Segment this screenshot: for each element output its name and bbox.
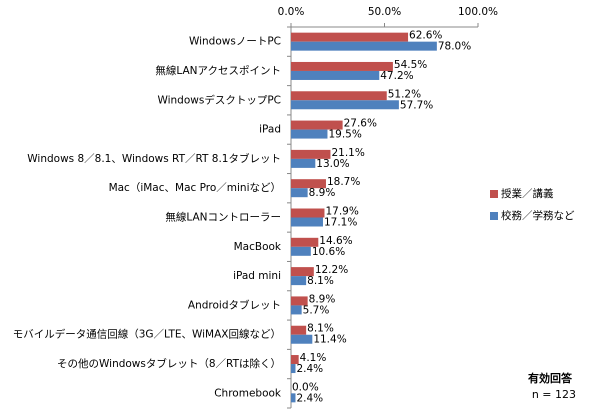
bar <box>291 334 313 344</box>
value-label: 11.4% <box>313 334 346 346</box>
value-label: 4.1% <box>300 352 327 364</box>
value-label: 18.7% <box>327 176 360 188</box>
bar <box>291 70 380 80</box>
bar <box>291 149 331 159</box>
y-tick-label: WindowsノートPC <box>189 36 281 48</box>
value-label: 8.1% <box>307 323 334 335</box>
value-label: 14.6% <box>319 235 352 247</box>
y-tick-label: iPad <box>259 124 281 136</box>
bar <box>291 32 409 42</box>
value-label: 51.2% <box>388 88 421 100</box>
y-tick-label: モバイルデータ通信回線（3G／LTE、WiMAX回線など） <box>13 328 281 341</box>
y-tick-label: 無線LANアクセスポイント <box>155 64 281 77</box>
value-label: 19.5% <box>328 129 361 141</box>
bar <box>291 100 399 110</box>
value-label: 21.1% <box>331 147 364 159</box>
x-tick-label: 100.0% <box>458 6 498 18</box>
value-label: 0.0% <box>292 381 319 393</box>
value-label: 62.6% <box>409 30 442 42</box>
y-tick-label: MacBook <box>234 241 282 253</box>
y-tick-label: Windows 8／8.1、Windows RT／RT 8.1タブレット <box>27 152 281 165</box>
bar <box>291 325 307 335</box>
bar <box>291 158 316 168</box>
x-tick-label: 0.0% <box>278 6 305 18</box>
bar <box>291 393 296 403</box>
value-label: 2.4% <box>296 392 323 404</box>
value-label: 5.7% <box>303 304 330 316</box>
bar <box>291 179 326 189</box>
x-tick-label: 50.0% <box>368 6 401 18</box>
y-tick-label: Mac（iMac、Mac Pro／miniなど） <box>109 182 281 194</box>
y-tick-label: 無線LANコントローラー <box>165 211 281 224</box>
bar <box>291 129 328 139</box>
bar <box>291 61 393 71</box>
bar <box>291 237 319 247</box>
y-tick-label: Androidタブレット <box>188 298 281 311</box>
value-label: 47.2% <box>380 70 413 82</box>
bar <box>291 120 343 130</box>
annotation: 有効回答 <box>528 371 573 385</box>
value-label: 17.9% <box>325 206 358 218</box>
y-tick-label: WindowsデスクトップPC <box>157 93 281 106</box>
bar <box>291 267 314 277</box>
bar <box>291 305 302 315</box>
value-label: 54.5% <box>394 59 427 71</box>
bar <box>291 364 296 374</box>
value-label: 17.1% <box>324 217 357 229</box>
value-label: 78.0% <box>438 41 471 53</box>
bar <box>291 91 387 101</box>
value-label: 57.7% <box>400 99 433 111</box>
y-tick-label: その他のWindowsタブレット（8／RTは除く） <box>57 357 281 370</box>
legend-swatch <box>490 190 498 198</box>
value-label: 12.2% <box>315 264 348 276</box>
legend-label: 授業／講義 <box>501 187 554 200</box>
bar <box>291 217 323 227</box>
value-label: 8.9% <box>309 187 336 199</box>
bar <box>291 296 308 306</box>
value-label: 2.4% <box>296 363 323 375</box>
value-label: 27.6% <box>344 118 377 130</box>
bar <box>291 188 308 198</box>
y-tick-label: Chromebook <box>214 387 282 399</box>
bar <box>291 246 311 256</box>
legend-label: 校務／学務など <box>501 209 575 222</box>
value-label: 13.0% <box>316 158 349 170</box>
value-label: 8.1% <box>307 275 334 287</box>
legend-swatch <box>490 212 498 220</box>
annotation: n = 123 <box>532 388 576 401</box>
bar <box>291 208 325 218</box>
value-label: 8.9% <box>309 293 336 305</box>
bar <box>291 276 307 286</box>
bar <box>291 41 437 51</box>
value-label: 10.6% <box>312 246 345 258</box>
y-tick-label: iPad mini <box>233 270 281 282</box>
bar <box>291 355 299 365</box>
